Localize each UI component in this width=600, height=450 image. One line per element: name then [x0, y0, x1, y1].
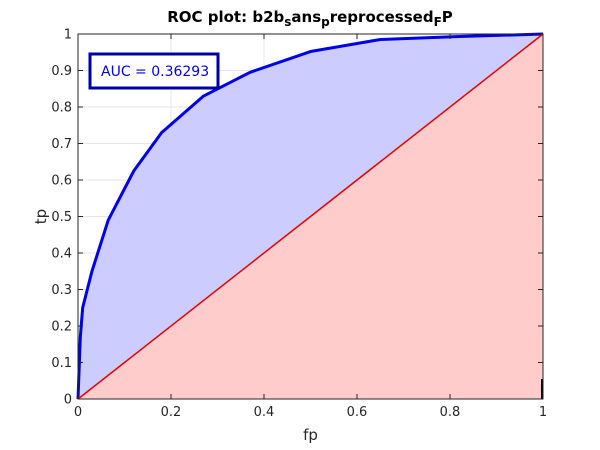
title-part-0: ROC plot: b2b	[167, 8, 284, 26]
x-tick-label-5: 1	[539, 405, 547, 420]
y-tick-label-0: 0	[64, 393, 72, 408]
chance-diagonal-line	[77, 33, 544, 400]
title-part-6: P	[442, 8, 453, 26]
auc-annotation: AUC = 0.36293	[88, 52, 220, 90]
auc-annotation-text: AUC = 0.36293	[101, 64, 209, 80]
x-tick-label-4: 0.8	[440, 405, 461, 420]
title-part-1: s	[284, 15, 291, 29]
ticks: 0 0.2 0.4 0.6 0.8 1 0 0.1 0.2 0.3 0.4 0.5 0.6 0.7 0.8 0…	[51, 28, 547, 421]
y-tick-label-1: 0.1	[51, 356, 72, 371]
y-tick-label-3: 0.3	[51, 283, 72, 298]
y-tick-label-4: 0.4	[51, 247, 72, 262]
auc-annotation-box	[88, 52, 220, 90]
x-tick-label-3: 0.6	[347, 405, 368, 420]
y-tick-label-7: 0.7	[51, 137, 72, 152]
x-axis-label: fp	[303, 426, 318, 444]
y-tick-label-9: 0.9	[51, 64, 72, 79]
x-tick-label-2: 0.4	[254, 405, 275, 420]
y-axis-label: tp	[32, 209, 50, 224]
y-tick-label-10: 1	[64, 28, 72, 43]
title-part-3: p	[321, 15, 330, 29]
chart-title: ROC plot: b2bsanspreprocessedFP	[167, 8, 453, 29]
title-part-4: reprocessed	[330, 8, 434, 26]
series-lines	[76, 32, 544, 400]
y-tick-label-6: 0.6	[51, 174, 72, 189]
x-tick-label-0: 0	[74, 405, 82, 420]
title-part-5: F	[434, 15, 442, 29]
y-tick-label-2: 0.2	[51, 320, 72, 335]
roc-curve-line	[76, 32, 544, 400]
title-part-2: ans	[291, 8, 321, 26]
y-tick-label-5: 0.5	[51, 210, 72, 225]
y-tick-label-8: 0.8	[51, 101, 72, 116]
x-tick-label-1: 0.2	[161, 405, 182, 420]
